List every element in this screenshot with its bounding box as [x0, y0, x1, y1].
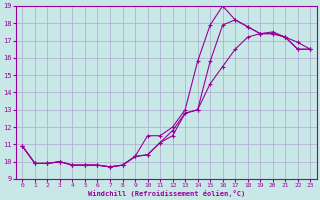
- X-axis label: Windchill (Refroidissement éolien,°C): Windchill (Refroidissement éolien,°C): [88, 190, 245, 197]
